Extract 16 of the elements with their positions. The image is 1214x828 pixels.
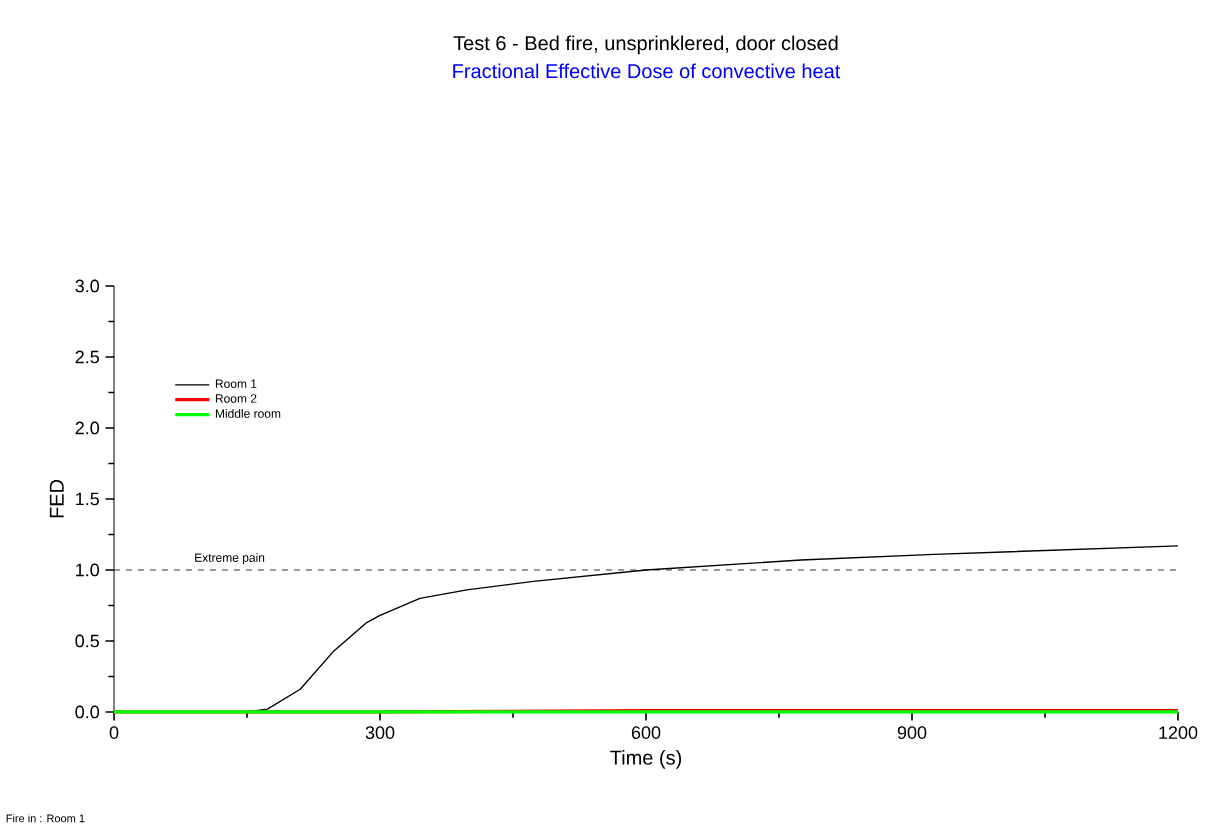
chart-subtitle: Fractional Effective Dose of convective heat bbox=[453, 63, 841, 79]
x-tick-label: 0 bbox=[109, 726, 119, 739]
y-tick-label: 2.0 bbox=[75, 421, 100, 435]
x-axis-title: Time (s) bbox=[610, 750, 682, 769]
x-tick-label: 300 bbox=[365, 726, 395, 739]
y-tick-label: 2.5 bbox=[75, 350, 99, 364]
chart-title: Test 6 - Bed fire, unsprinklered, door closed bbox=[453, 35, 838, 55]
y-tick-label: 3.0 bbox=[75, 279, 100, 293]
y-tick-label: 1.5 bbox=[76, 492, 99, 506]
y-axis-title: FED bbox=[49, 479, 64, 518]
x-tick-label: 1200 bbox=[1159, 726, 1198, 739]
y-tick-label: 0.5 bbox=[75, 634, 99, 648]
y-tick-label: 1.0 bbox=[76, 563, 100, 577]
y-tick-label: 0.0 bbox=[75, 705, 100, 719]
x-tick-label: 900 bbox=[897, 726, 927, 739]
x-tick-label: 600 bbox=[631, 726, 661, 739]
